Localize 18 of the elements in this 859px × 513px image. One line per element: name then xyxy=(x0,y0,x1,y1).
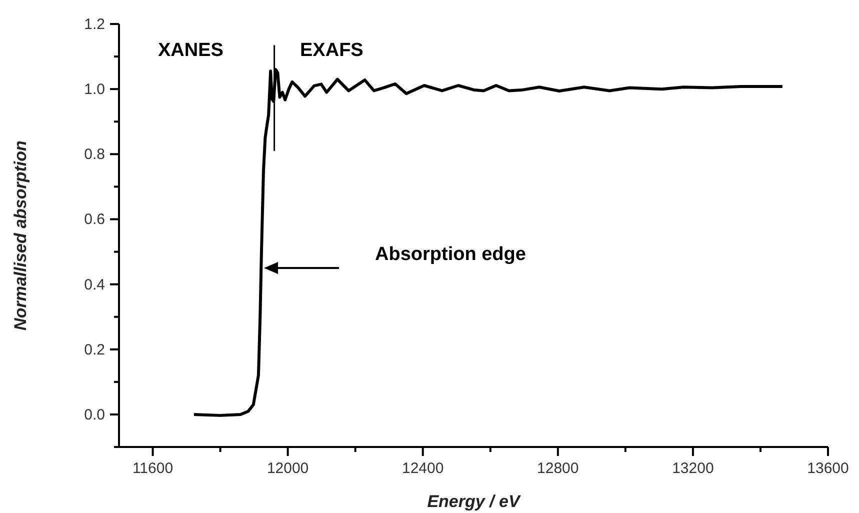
y-tick-label: 0.4 xyxy=(84,276,105,294)
x-tick-label: 11600 xyxy=(132,460,174,477)
y-tick-label: 0.2 xyxy=(84,341,105,358)
x-tick-label: 12000 xyxy=(266,460,309,477)
y-axis-title: Normallised absorption xyxy=(11,140,30,330)
annotation: EXAFS xyxy=(300,40,364,62)
x-tick-label: 12800 xyxy=(537,460,579,477)
x-axis-title: Energy / eV xyxy=(427,492,522,511)
y-tick-label: 1.0 xyxy=(84,81,105,98)
y-tick-label: 1.2 xyxy=(84,16,105,33)
y-tick-label: 0.6 xyxy=(84,211,105,228)
x-tick-label: 12400 xyxy=(402,460,444,477)
annotation: Absorption edge xyxy=(375,244,526,266)
annotation: XANES xyxy=(158,40,224,62)
y-tick-label: 0.0 xyxy=(84,406,105,424)
y-tick-label: 0.8 xyxy=(84,146,105,164)
x-tick-label: 13200 xyxy=(672,460,714,477)
x-tick-label: 13600 xyxy=(807,460,849,477)
